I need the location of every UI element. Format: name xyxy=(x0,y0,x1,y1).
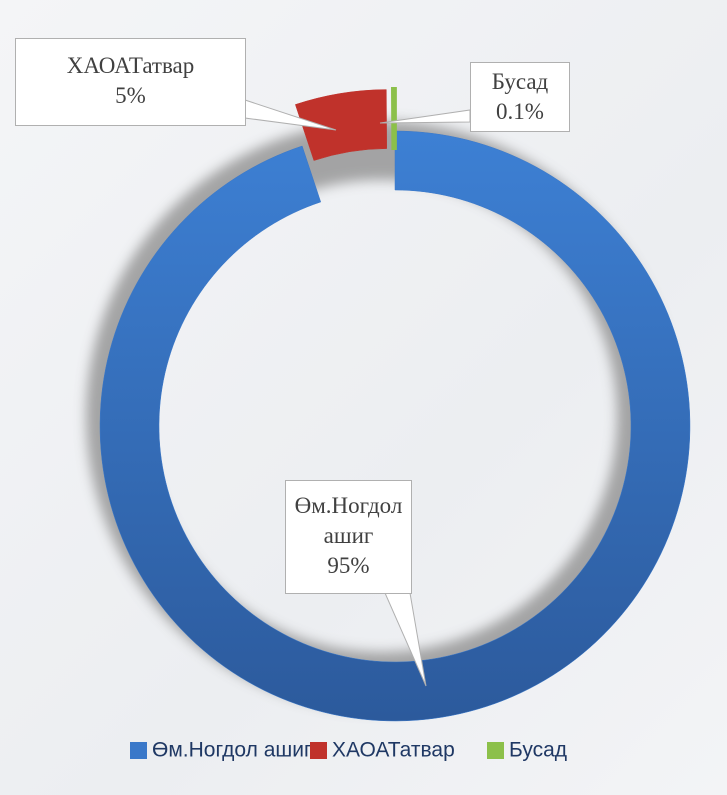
data-label: Бусад 0.1% xyxy=(470,62,570,132)
data-label: ХАОАТатвар 5% xyxy=(15,38,246,126)
label-value: 5% xyxy=(115,83,146,108)
legend: Өм.Ногдол ашиг ХАОАТатвар Бусад xyxy=(130,739,567,762)
legend-label: Бусад xyxy=(509,739,567,762)
label-value: 95% xyxy=(327,553,370,578)
legend-label: ХАОАТатвар xyxy=(332,739,455,762)
legend-label: Өм.Ногдол ашиг xyxy=(152,739,312,762)
legend-swatch xyxy=(487,742,504,759)
label-category: Бусад xyxy=(491,69,549,94)
label-value: 0.1% xyxy=(496,99,544,124)
legend-swatch xyxy=(310,742,327,759)
donut-segment xyxy=(295,89,387,161)
legend-swatch xyxy=(130,742,147,759)
donut xyxy=(99,87,691,722)
data-label: Өм.Ногдол ашиг 95% xyxy=(285,480,412,594)
donut-segment xyxy=(391,87,397,151)
label-category: Өм.Ногдол ашиг xyxy=(294,493,403,548)
label-category: ХАОАТатвар xyxy=(66,53,195,78)
donut-segment xyxy=(99,130,691,722)
